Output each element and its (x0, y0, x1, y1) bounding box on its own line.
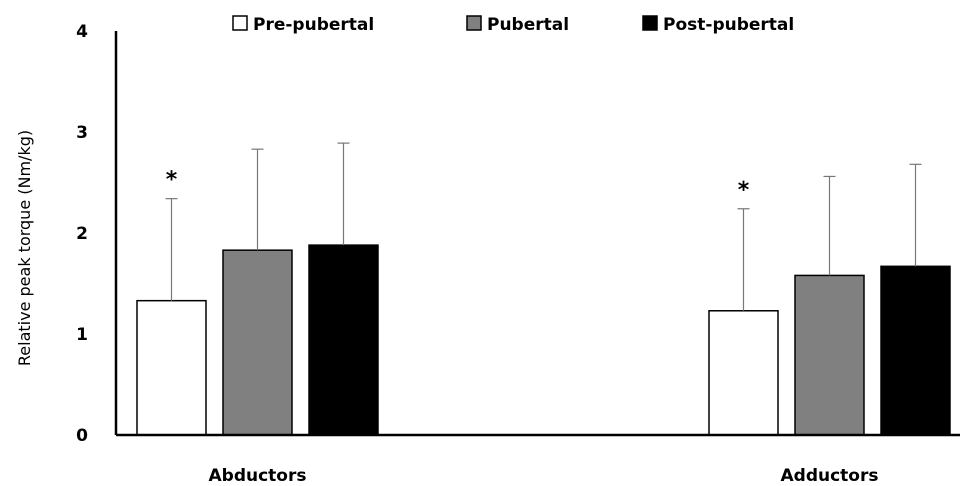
legend-swatch (642, 15, 658, 31)
y-axis-ticks: 0 1 2 3 4 (76, 22, 88, 446)
significance-marker: * (738, 178, 750, 203)
y-tick-label: 0 (76, 426, 88, 446)
bar-pubertal-abductors (222, 249, 293, 436)
y-axis-label: Relative peak torque (Nm/kg) (15, 130, 34, 366)
axes (114, 31, 960, 437)
legend-swatch (466, 15, 482, 31)
significance-marker: * (166, 168, 178, 193)
annotations: * * (166, 168, 750, 203)
category-labels: Abductors Adductors (209, 466, 879, 486)
legend-swatch (232, 15, 248, 31)
bar-post-pubertal-abductors (308, 244, 379, 436)
legend-label: Pubertal (487, 15, 569, 35)
category-label: Adductors (781, 466, 879, 486)
category-label: Abductors (209, 466, 307, 486)
bar-pubertal-adductors (794, 274, 865, 436)
y-tick-label: 1 (76, 325, 88, 345)
legend-label: Post-pubertal (663, 15, 794, 35)
y-tick-label: 2 (76, 224, 88, 244)
bar-post-pubertal-adductors (880, 265, 951, 436)
bar-pre-pubertal-adductors (708, 310, 779, 436)
bar-pre-pubertal-abductors (136, 299, 207, 436)
y-tick-label: 4 (76, 22, 88, 42)
legend: Pre-pubertal Pubertal Post-pubertal (232, 15, 794, 35)
y-tick-label: 3 (76, 123, 88, 143)
bars (136, 142, 951, 436)
legend-label: Pre-pubertal (253, 15, 374, 35)
